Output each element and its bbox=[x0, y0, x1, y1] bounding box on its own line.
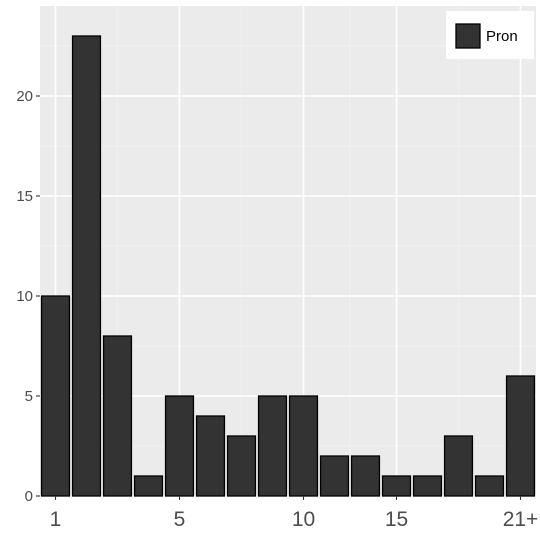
bar-5 bbox=[164, 395, 195, 497]
x-tick-label: 5 bbox=[174, 508, 186, 531]
bar-3 bbox=[102, 335, 133, 497]
bar-6 bbox=[195, 415, 226, 497]
bar-2 bbox=[71, 35, 102, 497]
bar-4 bbox=[133, 475, 164, 497]
legend-key-swatch bbox=[455, 23, 481, 49]
x-axis: 1 5 10 15 21+ bbox=[50, 496, 539, 531]
bar-15 bbox=[474, 475, 505, 497]
bar-14 bbox=[443, 435, 474, 497]
x-tick-label: 21+ bbox=[503, 508, 539, 531]
bar-11 bbox=[350, 455, 381, 497]
y-tick-label: 10 bbox=[16, 288, 33, 305]
y-tick-label: 5 bbox=[25, 388, 33, 405]
bar-16 bbox=[505, 375, 536, 497]
x-tick-label: 10 bbox=[292, 508, 315, 531]
bar-1 bbox=[40, 295, 71, 497]
y-tick-label: 15 bbox=[16, 188, 33, 205]
x-tick-label: 15 bbox=[385, 508, 408, 531]
bar-12 bbox=[381, 475, 412, 497]
legend: Pron bbox=[446, 11, 534, 59]
bar-10 bbox=[319, 455, 350, 497]
bar-7 bbox=[226, 435, 257, 497]
bar-8 bbox=[257, 395, 288, 497]
y-axis: 0 5 10 15 20 bbox=[16, 88, 40, 505]
bar-series bbox=[40, 35, 536, 497]
bar-13 bbox=[412, 475, 443, 497]
legend-label: Pron bbox=[486, 28, 518, 45]
bar-9 bbox=[288, 395, 319, 497]
y-tick-label: 20 bbox=[16, 88, 33, 105]
x-tick-label: 1 bbox=[50, 508, 62, 531]
y-tick-label: 0 bbox=[25, 488, 33, 505]
